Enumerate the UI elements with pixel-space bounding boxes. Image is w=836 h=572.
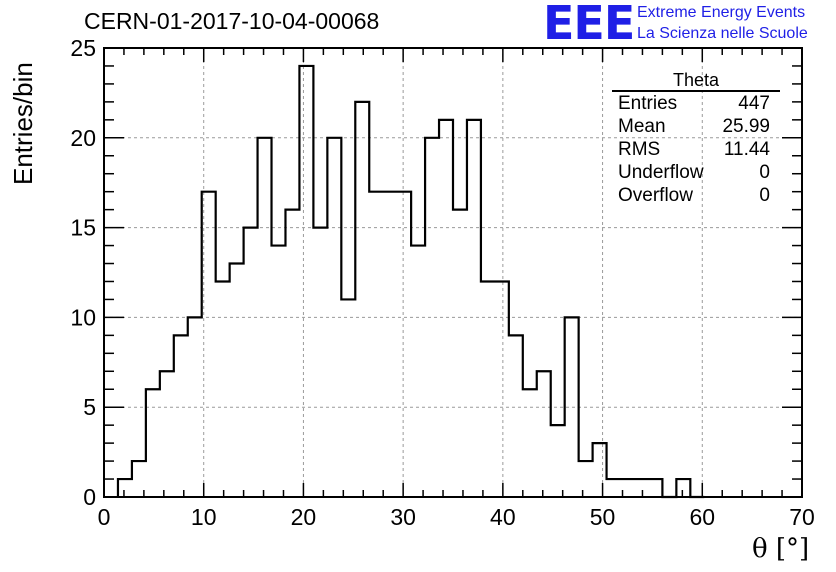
stats-value: 11.44 — [723, 139, 770, 160]
stats-row-overflow: Overflow 0 — [612, 184, 780, 207]
logo-subtitle-line2: La Scienza nelle Scuole — [637, 25, 808, 42]
stats-value: 0 — [759, 185, 770, 206]
x-tick-label: 10 — [191, 504, 217, 530]
y-axis-label: Entries/bin — [8, 62, 38, 185]
plot-frame — [103, 47, 803, 498]
x-tick-label: 70 — [789, 504, 815, 530]
stats-box: Theta Entries 447 Mean 25.99 RMS 11.44 U… — [612, 70, 780, 207]
stats-label: RMS — [618, 139, 661, 160]
stats-row-entries: Entries 447 — [612, 92, 780, 115]
histogram-step-line — [116, 64, 705, 499]
stats-title: Theta — [612, 70, 780, 92]
x-axis-label: θ [°] — [752, 534, 810, 564]
x-tick-label: 20 — [291, 504, 317, 530]
stats-value: 25.99 — [722, 116, 770, 137]
stats-label: Underflow — [618, 162, 704, 183]
run-title: CERN-01-2017-10-04-00068 — [84, 8, 380, 34]
tick-labels: 0 10 20 30 40 50 60 70 0 5 10 15 20 25 — [70, 35, 814, 530]
y-tick-label: 10 — [70, 304, 96, 330]
stats-row-mean: Mean 25.99 — [612, 115, 780, 138]
x-tick-label: 30 — [390, 504, 416, 530]
y-tick-label: 0 — [83, 484, 96, 510]
y-tick-label: 5 — [83, 394, 96, 420]
stats-value: 447 — [738, 93, 770, 114]
stats-label: Overflow — [618, 185, 693, 206]
stats-label: Entries — [618, 93, 678, 114]
stats-value: 0 — [759, 162, 770, 183]
y-tick-label: 25 — [70, 35, 96, 61]
y-tick-label: 15 — [70, 215, 96, 241]
eee-logo: EEE — [543, 0, 635, 50]
stats-label: Mean — [618, 116, 666, 137]
stats-row-rms: RMS 11.44 — [612, 138, 780, 161]
stats-row-underflow: Underflow 0 — [612, 161, 780, 184]
x-tick-label: 60 — [689, 504, 715, 530]
x-tick-label: 0 — [98, 504, 111, 530]
y-tick-label: 20 — [70, 125, 96, 151]
logo-subtitle-line1: Extreme Energy Events — [637, 4, 806, 21]
x-tick-label: 40 — [490, 504, 516, 530]
x-tick-label: 50 — [590, 504, 616, 530]
